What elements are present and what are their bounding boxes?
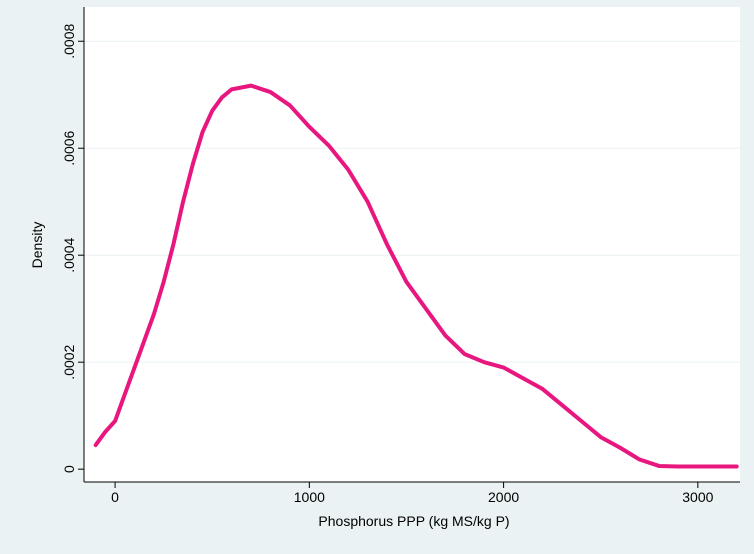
x-tick-label: 1000 [294, 489, 325, 505]
y-tick-label: .0002 [61, 344, 77, 379]
y-tick-label: 0 [61, 465, 77, 473]
plot-area [84, 7, 740, 482]
density-line [93, 83, 739, 469]
x-tick-label: 0 [111, 489, 119, 505]
y-tick-label: .0004 [61, 237, 77, 272]
y-tick-label: .0008 [61, 24, 77, 59]
y-tick-label: .0006 [61, 130, 77, 165]
x-tick-label: 3000 [682, 489, 713, 505]
x-axis-label: Phosphorus PPP (kg MS/kg P) [318, 513, 509, 529]
y-axis-label: Density [29, 222, 45, 269]
x-tick-label: 2000 [488, 489, 519, 505]
